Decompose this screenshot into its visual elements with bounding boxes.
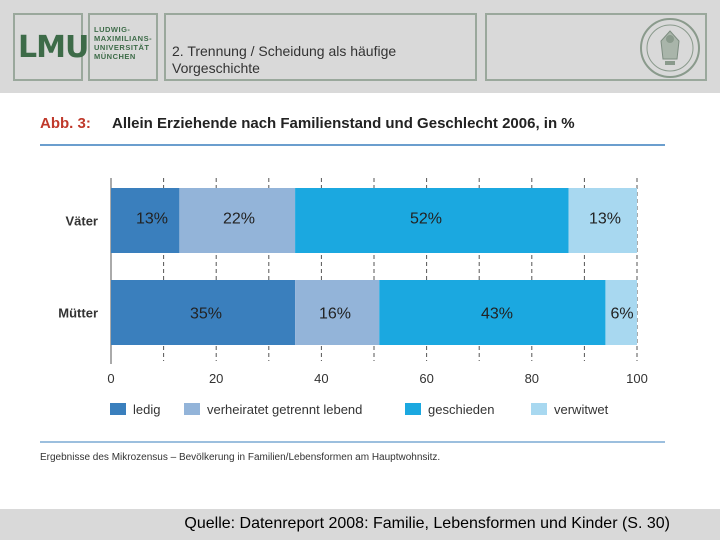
bar-segment (295, 280, 380, 345)
chart-bars (111, 188, 637, 345)
chart-note: Ergebnisse des Mikrozensus – Bevölkerung… (40, 452, 440, 463)
legend-label: verheiratet getrennt lebend (207, 402, 362, 417)
x-tick-label: 60 (419, 371, 433, 386)
x-tick-label: 40 (314, 371, 328, 386)
university-line: MAXIMILIANS- (94, 34, 153, 43)
university-name-box: LUDWIG- MAXIMILIANS- UNIVERSITÄT MÜNCHEN (88, 13, 158, 81)
bar-segment (605, 280, 637, 345)
bar-segment (568, 188, 637, 253)
chart-title-prefix: Abb. 3: (40, 115, 91, 132)
legend-swatch (184, 403, 200, 415)
category-label: Väter (65, 214, 98, 229)
legend-swatch (110, 403, 126, 415)
bar-value-label: 6% (610, 306, 633, 323)
legend-label: verwitwet (554, 402, 609, 417)
bar-value-label: 13% (589, 211, 621, 228)
bar-labels: 13% 22% 52% 13% 35% 16% 43% 6% (136, 211, 634, 323)
slide-title-line: 2. Trennung / Scheidung als häufige (172, 43, 397, 59)
seal-box (485, 13, 707, 81)
university-line: LUDWIG- (94, 25, 131, 34)
x-tick-label: 80 (525, 371, 539, 386)
university-name: LUDWIG- MAXIMILIANS- UNIVERSITÄT MÜNCHEN (94, 25, 152, 61)
slide-footer: Quelle: Datenreport 2008: Familie, Leben… (0, 509, 720, 540)
lmu-logo: LMU (13, 13, 89, 81)
bar-value-label: 35% (190, 306, 222, 323)
category-labels: Väter Mütter (58, 214, 98, 321)
slide-header: LMU LUDWIG- MAXIMILIANS- UNIVERSITÄT MÜN… (0, 0, 720, 93)
bar-segment (179, 188, 296, 253)
university-line: UNIVERSITÄT (94, 43, 150, 52)
bar-value-label: 16% (319, 306, 351, 323)
bar-segment (295, 188, 569, 253)
bar-value-label: 52% (410, 211, 442, 228)
legend-swatch (405, 403, 421, 415)
slide-title-box: 2. Trennung / Scheidung als häufige Vorg… (164, 13, 477, 81)
source-citation: Quelle: Datenreport 2008: Familie, Leben… (184, 515, 670, 532)
slide-title: 2. Trennung / Scheidung als häufige Vorg… (172, 43, 396, 77)
lmu-logo-text: LMU (18, 30, 89, 65)
chart-figure: Abb. 3: Allein Erziehende nach Familiens… (34, 106, 671, 468)
bar-value-label: 43% (481, 306, 513, 323)
university-seal-icon (640, 18, 700, 78)
category-label: Mütter (58, 306, 98, 321)
legend-label: ledig (133, 402, 160, 417)
bar-segment (111, 188, 180, 253)
bar-value-label: 13% (136, 211, 168, 228)
slide-title-line: Vorgeschichte (172, 60, 260, 76)
chart-legend: ledig verheiratet getrennt lebend geschied… (110, 402, 609, 417)
x-tick-label: 0 (107, 371, 114, 386)
legend-label: geschieden (428, 402, 495, 417)
legend-swatch (531, 403, 547, 415)
bar-segment (111, 280, 296, 345)
university-line: MÜNCHEN (94, 52, 136, 61)
x-tick-label: 100 (626, 371, 648, 386)
chart-title: Allein Erziehende nach Familienstand und… (112, 115, 575, 132)
x-axis-ticks: 0 20 40 60 80 100 (107, 371, 647, 386)
x-tick-label: 20 (209, 371, 223, 386)
bar-segment (379, 280, 606, 345)
bar-value-label: 22% (223, 211, 255, 228)
